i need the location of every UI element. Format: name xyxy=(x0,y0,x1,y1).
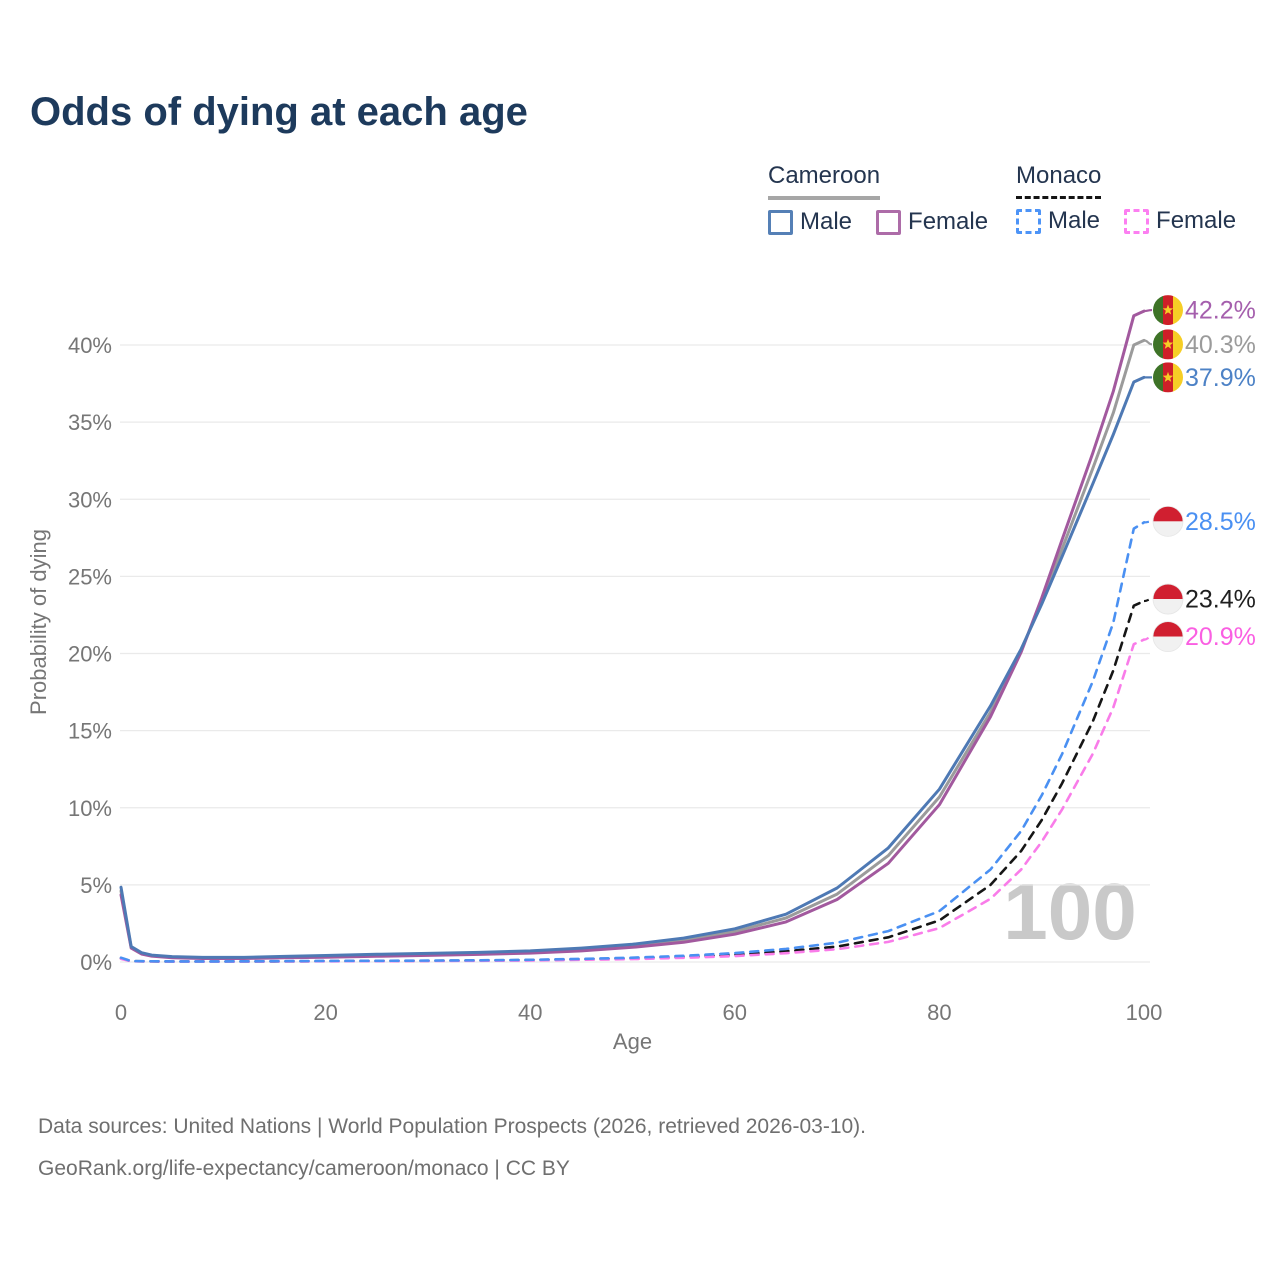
y-tick-label: 10% xyxy=(68,796,112,821)
y-tick-label: 0% xyxy=(80,950,112,975)
cameroon-female-swatch-icon xyxy=(876,209,902,235)
footer: Data sources: United Nations | World Pop… xyxy=(38,1106,866,1190)
series-line-monaco-male[interactable] xyxy=(119,521,1146,963)
end-value-label-monaco: 23.4% xyxy=(1185,586,1256,614)
series-line-monaco[interactable] xyxy=(119,599,1146,963)
legend-group-title-cameroon: Cameroon xyxy=(768,162,881,200)
y-tick-label: 20% xyxy=(68,642,112,667)
y-tick-label: 15% xyxy=(68,719,112,744)
x-axis-title: Age xyxy=(613,1029,652,1054)
x-tick-label: 60 xyxy=(723,1000,747,1025)
flag-icon-cameroon xyxy=(1153,329,1183,360)
y-tick-label: 25% xyxy=(68,564,112,589)
x-tick-label: 100 xyxy=(1126,1000,1163,1025)
legend-item-label: Female xyxy=(908,208,989,235)
end-value-label-cameroon: 40.3% xyxy=(1185,331,1256,359)
series-line-cameroon-male[interactable] xyxy=(119,375,1146,959)
monaco-female-swatch-icon xyxy=(1124,208,1150,234)
legend-item-cameroon-male[interactable]: Male xyxy=(768,208,852,236)
flag-icon-monaco xyxy=(1152,621,1184,653)
label-connector xyxy=(1143,308,1153,313)
y-tick-label: 40% xyxy=(68,333,112,358)
footer-attribution: GeoRank.org/life-expectancy/cameroon/mon… xyxy=(38,1157,570,1180)
footer-data-sources: Data sources: United Nations | World Pop… xyxy=(38,1115,867,1138)
flag-icon-monaco xyxy=(1152,583,1184,615)
legend-row-monaco: Male Female xyxy=(1016,207,1236,235)
x-tick-label: 80 xyxy=(927,1000,951,1025)
flag-icon-cameroon xyxy=(1153,295,1183,326)
legend-group-monaco: Monaco Male Female xyxy=(1016,162,1236,235)
legend-item-monaco-female[interactable]: Female xyxy=(1124,207,1236,235)
cameroon-male-swatch-icon xyxy=(768,209,793,235)
x-tick-label: 40 xyxy=(518,1000,542,1025)
flag-icon-monaco xyxy=(1152,505,1184,537)
series-line-monaco-female[interactable] xyxy=(119,638,1146,963)
x-tick-label: 0 xyxy=(115,1000,127,1025)
end-value-label-cameroon-male: 37.9% xyxy=(1185,364,1256,392)
label-connector xyxy=(1143,520,1153,524)
series-line-cameroon[interactable] xyxy=(119,338,1146,960)
y-tick-label: 30% xyxy=(68,487,112,512)
legend-item-monaco-male[interactable]: Male xyxy=(1016,207,1100,235)
legend-item-label: Male xyxy=(1048,207,1101,234)
chart-legend: Cameroon Male Female Monaco Male Female xyxy=(0,162,1280,252)
legend-item-label: Female xyxy=(1156,207,1237,234)
x-tick-label: 20 xyxy=(313,1000,337,1025)
end-value-label-cameroon-female: 42.2% xyxy=(1185,297,1256,325)
y-axis-title: Probability of dying xyxy=(26,529,51,715)
series-line-cameroon-female[interactable] xyxy=(119,309,1146,960)
legend-item-cameroon-female[interactable]: Female xyxy=(876,208,988,236)
label-connector xyxy=(1143,339,1153,346)
end-value-label-monaco-male: 28.5% xyxy=(1185,508,1256,536)
page-title: Odds of dying at each age xyxy=(30,90,528,134)
legend-group-title-monaco: Monaco xyxy=(1016,162,1102,199)
legend-group-cameroon: Cameroon Male Female xyxy=(768,162,988,236)
y-tick-label: 35% xyxy=(68,410,112,435)
flag-icon-cameroon xyxy=(1153,362,1183,393)
legend-item-label: Male xyxy=(800,208,853,235)
label-connector xyxy=(1143,635,1153,641)
monaco-male-swatch-icon xyxy=(1016,208,1041,234)
y-tick-label: 5% xyxy=(80,873,112,898)
end-value-label-monaco-female: 20.9% xyxy=(1185,623,1256,651)
legend-row-cameroon: Male Female xyxy=(768,208,988,236)
label-connector xyxy=(1143,597,1153,603)
